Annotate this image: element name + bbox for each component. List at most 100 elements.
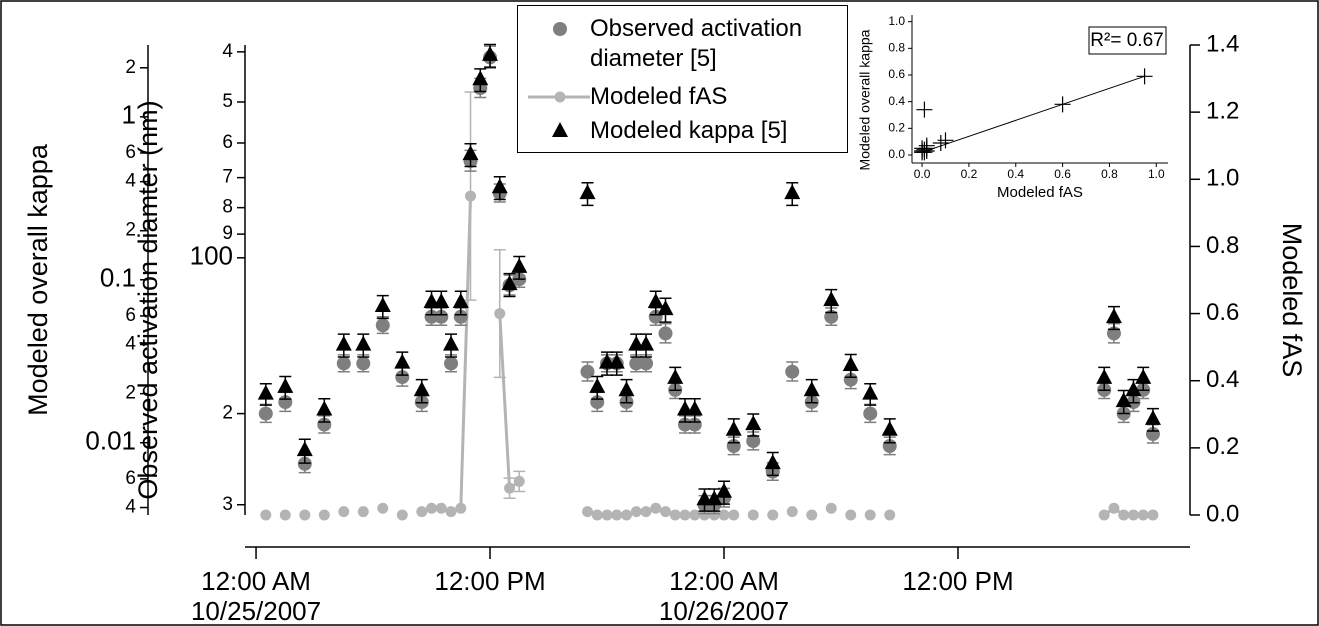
diameter-tick-label: 5 bbox=[222, 91, 233, 112]
diameter-axis-title: Observed activation diamter (nm) bbox=[133, 100, 163, 499]
inset-point bbox=[1136, 68, 1153, 85]
fas-tick-label: 0.2 bbox=[1206, 433, 1239, 460]
legend-symbol bbox=[553, 22, 567, 36]
inset-x-tick-label: 0.8 bbox=[1101, 167, 1118, 181]
fas-axis-title: Modeled fAS bbox=[1277, 223, 1307, 378]
kappa-point bbox=[715, 482, 732, 498]
x-tick-label: 12:00 AM bbox=[669, 566, 779, 596]
legend-entry: Modeled kappa [5] bbox=[518, 116, 842, 146]
legend-label: Observed activation diameter [5] bbox=[590, 15, 803, 72]
inset-y-tick-label: 0.0 bbox=[888, 147, 905, 161]
diameter-point bbox=[639, 356, 654, 371]
fas-point bbox=[279, 509, 291, 521]
inset-point bbox=[916, 144, 933, 161]
inset-x-tick-label: 0.0 bbox=[914, 167, 931, 181]
kappa-tick-label: 4 bbox=[125, 171, 136, 192]
fas-point bbox=[718, 509, 730, 521]
diameter-tick-label: 8 bbox=[222, 197, 233, 218]
diameter-tick-label: 2 bbox=[222, 403, 233, 424]
kappa-point bbox=[881, 420, 898, 436]
fas-point bbox=[260, 509, 272, 521]
kappa-point bbox=[686, 400, 703, 416]
kappa-point bbox=[482, 45, 499, 61]
kappa-point bbox=[452, 293, 469, 309]
fas-point bbox=[591, 509, 603, 521]
fas-point bbox=[699, 509, 711, 521]
diameter-point bbox=[258, 406, 273, 421]
fas-point bbox=[679, 509, 691, 521]
kappa-tick-label: 0.01 bbox=[85, 426, 136, 456]
inset-y-tick-label: 0.2 bbox=[888, 121, 905, 135]
fas-point bbox=[601, 509, 613, 521]
kappa-point bbox=[511, 257, 528, 273]
fas-point bbox=[338, 506, 350, 518]
kappa-point bbox=[472, 70, 489, 86]
legend-label: Modeled kappa [5] bbox=[590, 117, 788, 144]
kappa-axis-title: Modeled overall kappa bbox=[23, 143, 53, 416]
kappa-point bbox=[316, 400, 333, 416]
diameter-point bbox=[336, 356, 351, 371]
diameter-point bbox=[395, 370, 410, 385]
fas-point bbox=[377, 502, 389, 514]
fas-point bbox=[435, 502, 447, 514]
legend-marker bbox=[554, 91, 566, 103]
kappa-point bbox=[745, 415, 762, 431]
kappa-point bbox=[667, 368, 684, 384]
kappa-point bbox=[657, 300, 674, 316]
fas-tick-label: 0.6 bbox=[1206, 299, 1239, 326]
kappa-tick-label: 0.1 bbox=[100, 263, 136, 293]
fas-point bbox=[396, 509, 408, 521]
kappa-point bbox=[764, 454, 781, 470]
kappa-point bbox=[725, 420, 742, 436]
kappa-point bbox=[803, 381, 820, 397]
diameter-point bbox=[317, 417, 332, 432]
diameter-point bbox=[356, 356, 371, 371]
kappa-point bbox=[1105, 308, 1122, 324]
diameter-point bbox=[824, 309, 839, 324]
kappa-point bbox=[618, 381, 635, 397]
legend-symbol bbox=[528, 91, 590, 103]
kappa-tick-label: 2 bbox=[125, 220, 136, 241]
kappa-point bbox=[784, 184, 801, 200]
fas-point bbox=[1147, 509, 1159, 521]
fas-point bbox=[1108, 502, 1120, 514]
fas-tick-label: 0.8 bbox=[1206, 232, 1239, 259]
inset-y-tick-label: 0.8 bbox=[888, 41, 905, 55]
inset-y-tick-label: 0.6 bbox=[888, 67, 905, 81]
kappa-point bbox=[443, 335, 460, 351]
fas-point bbox=[1118, 509, 1130, 521]
diameter-point bbox=[678, 417, 693, 432]
fas-point bbox=[845, 509, 857, 521]
kappa-point bbox=[296, 441, 313, 457]
diameter-tick-label: 4 bbox=[222, 41, 233, 62]
legend: Observed activation diameter [5] Modeled … bbox=[517, 5, 848, 153]
diameter-point bbox=[785, 364, 800, 379]
kappa-tick-label: 4 bbox=[125, 334, 136, 355]
kappa-point bbox=[355, 335, 372, 351]
diameter-point bbox=[444, 356, 459, 371]
fas-point bbox=[513, 475, 525, 487]
fas-point bbox=[630, 506, 642, 518]
kappa-point bbox=[277, 377, 294, 393]
legend-symbol bbox=[552, 122, 568, 137]
fas-point bbox=[357, 506, 369, 518]
x-tick-label: 10/25/2007 bbox=[191, 596, 321, 626]
fas-point bbox=[806, 509, 818, 521]
inset-point bbox=[918, 143, 935, 159]
fas-point bbox=[611, 509, 623, 521]
fas-point bbox=[318, 509, 330, 521]
fas-point bbox=[884, 509, 896, 521]
kappa-point bbox=[706, 490, 723, 506]
fas-point bbox=[465, 190, 477, 202]
fas-point bbox=[864, 509, 876, 521]
fas-point bbox=[650, 502, 662, 514]
fas-point bbox=[1098, 509, 1110, 521]
diameter-point bbox=[375, 318, 390, 333]
kappa-point bbox=[862, 384, 879, 400]
legend-entry: Observed activation diameter [5] bbox=[518, 14, 842, 74]
inset-y-title: Modeled overall kappa bbox=[857, 29, 873, 170]
fas-point bbox=[416, 506, 428, 518]
fas-point bbox=[621, 509, 633, 521]
kappa-point bbox=[462, 145, 479, 161]
